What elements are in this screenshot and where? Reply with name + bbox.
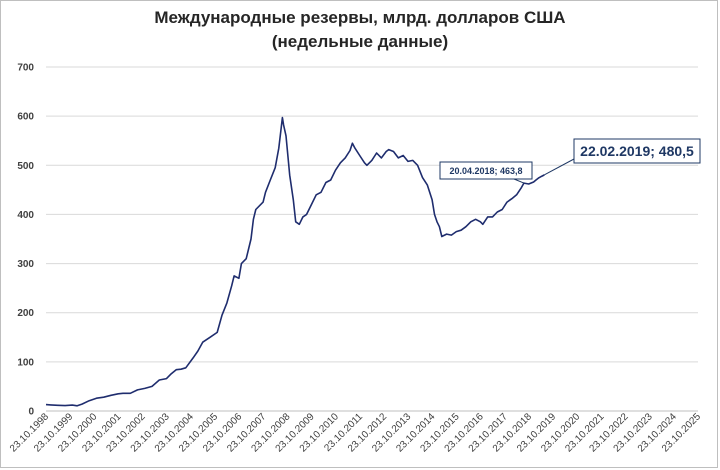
- y-tick-label: 100: [17, 357, 34, 368]
- y-tick-label: 600: [17, 112, 34, 123]
- y-tick-label: 0: [28, 407, 34, 418]
- annotation-leader-big: [544, 158, 575, 176]
- x-axis-tick-labels: 23.10.199823.10.199923.10.200023.10.2001…: [8, 411, 703, 454]
- annotation-box-big: [573, 138, 701, 164]
- chart-title: Международные резервы, млрд. долларов СШ…: [154, 8, 566, 27]
- annotation-label-small: 20.04.2018; 463,8: [449, 166, 522, 176]
- y-tick-label: 500: [17, 161, 34, 172]
- chart-title-block: Международные резервы, млрд. долларов СШ…: [0, 6, 720, 54]
- y-tick-label: 300: [17, 259, 34, 270]
- chart-subtitle: (недельные данные): [271, 32, 449, 51]
- y-tick-label: 200: [17, 308, 34, 319]
- y-axis-tick-labels: 0 100 200 300 400 500 600 700: [17, 63, 34, 418]
- gridlines: [46, 66, 698, 363]
- annotation-leader-small: [513, 178, 525, 184]
- y-tick-label: 400: [17, 210, 34, 221]
- annotations: 20.04.2018; 463,8 22.02.2019; 480,5: [439, 138, 701, 184]
- annotation-label-big: 22.02.2019; 480,5: [580, 143, 694, 159]
- series-line: [45, 116, 545, 407]
- y-tick-label: 700: [17, 63, 34, 74]
- annotation-box-small: [439, 161, 533, 180]
